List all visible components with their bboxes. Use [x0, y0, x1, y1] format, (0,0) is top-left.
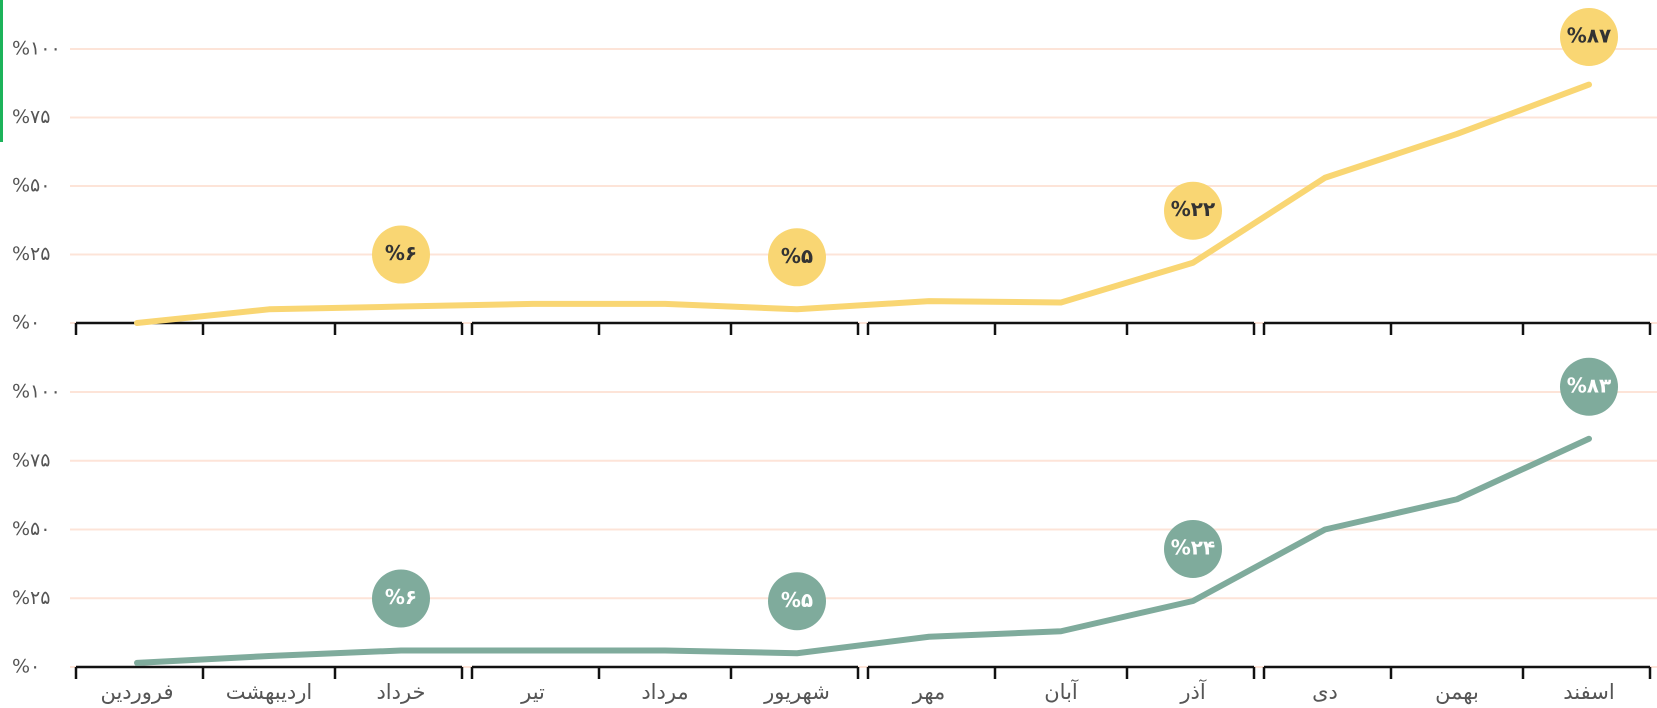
y-tick-label: %۲۵: [12, 587, 50, 609]
label-badge: [768, 572, 826, 631]
data-label: %۲۴: [1171, 536, 1215, 560]
x-tick-label: آذر: [1179, 679, 1206, 704]
x-tick-label: خرداد: [376, 680, 425, 704]
data-label: %۵: [781, 244, 813, 268]
x-tick-label: اردیبهشت: [226, 680, 313, 704]
accent-bar: [0, 0, 3, 142]
label-badge: [1164, 520, 1222, 578]
data-label: %۶: [385, 585, 417, 609]
data-label: %۵: [781, 588, 813, 612]
data-label: %۶: [385, 241, 417, 265]
y-tick-label: %۷۵: [12, 106, 50, 128]
data-label: %۸۳: [1567, 373, 1611, 397]
label-badge: [1164, 181, 1222, 240]
y-tick-label: %۲۵: [12, 243, 50, 265]
line: [134, 81, 1592, 326]
label-badge: [1560, 8, 1618, 66]
x-tick-label: اسفند: [1563, 680, 1614, 704]
x-tick-label: تیر: [520, 680, 545, 704]
data-label: %۸۷: [1567, 24, 1611, 48]
x-tick-label: بهمن: [1435, 680, 1479, 704]
y-tick-label: %۷۵: [12, 449, 50, 471]
label-badge: [372, 569, 430, 628]
x-tick-label: فروردین: [100, 680, 173, 704]
y-tick-label: %۰: [12, 656, 40, 678]
x-tick-label: دی: [1312, 680, 1338, 704]
label-badge: [768, 228, 826, 287]
y-tick-label: %۱۰۰: [12, 38, 61, 60]
y-tick-label: %۵۰: [12, 518, 50, 540]
x-tick-label: مرداد: [641, 680, 688, 704]
line: [134, 435, 1592, 666]
x-tick-label: آبان: [1044, 679, 1079, 704]
data-label: %۲۲: [1171, 197, 1215, 221]
y-tick-label: %۱۰۰: [12, 381, 61, 403]
y-tick-label: %۰: [12, 312, 40, 334]
label-badge: [1560, 357, 1618, 416]
y-tick-label: %۵۰: [12, 175, 50, 197]
label-badge: [372, 225, 430, 284]
x-tick-label: مهر: [912, 680, 946, 704]
x-tick-label: شهریور: [763, 680, 830, 704]
